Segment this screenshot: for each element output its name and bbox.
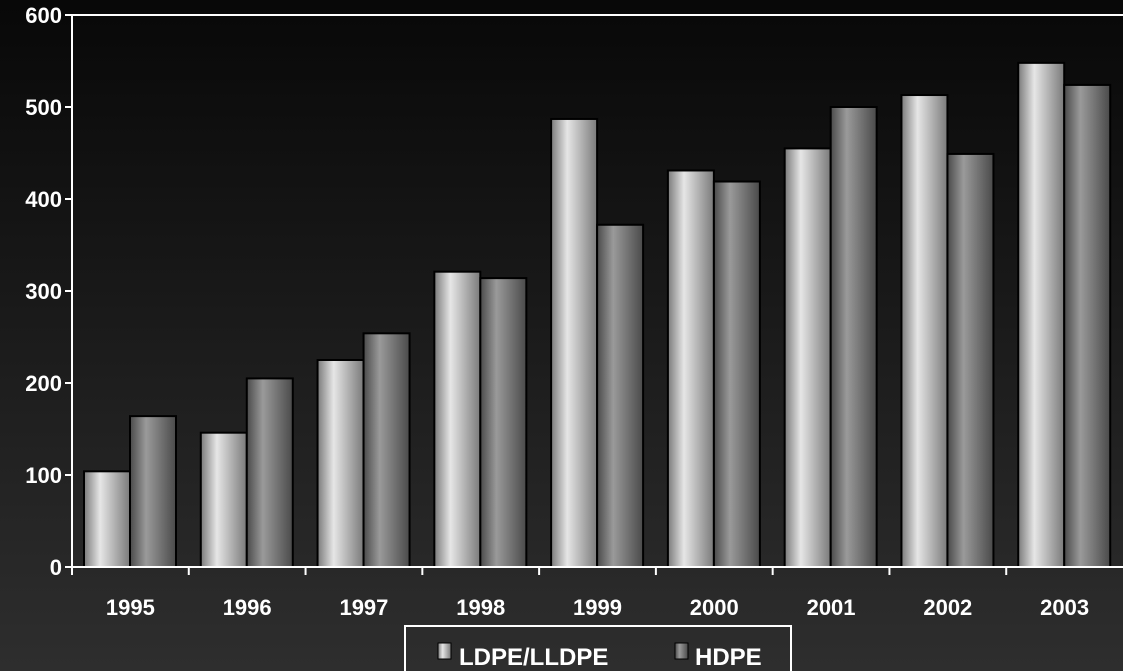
legend-label-ldpe: LDPE/LLDPE [459,644,608,671]
bar-hdpe-1996 [245,377,294,568]
y-tick-label-300: 300 [25,279,62,304]
y-tick-label-400: 400 [25,187,62,212]
y-tick-label-0: 0 [50,555,62,580]
x-tick-label-2002: 2002 [923,595,972,620]
x-tick-label-2003: 2003 [1040,595,1089,620]
legend: LDPE/LLDPE HDPE [404,625,792,671]
y-tick-label-600: 600 [25,3,62,28]
y-tick-label-500: 500 [25,95,62,120]
bar-ldpe-2000 [666,169,715,568]
bar-ldpe-2003 [1017,61,1066,569]
bars-group [83,61,1112,569]
x-tick-label-1997: 1997 [339,595,388,620]
x-tick-label-2000: 2000 [690,595,739,620]
x-tick-label-1995: 1995 [106,595,155,620]
bar-hdpe-2003 [1063,83,1112,568]
y-axis-ticks: 0 100 200 300 400 500 600 [25,3,72,580]
legend-label-hdpe: HDPE [695,644,762,671]
x-tick-label-1996: 1996 [223,595,272,620]
bar-hdpe-1995 [129,415,177,568]
bar-hdpe-1998 [479,277,528,568]
x-axis-ticks: 1995 1996 1997 1998 1999 2000 2001 2002 2003 [71,567,1089,620]
x-tick-label-2001: 2001 [807,595,856,620]
x-tick-label-1999: 1999 [573,595,622,620]
bar-hdpe-2000 [712,180,761,569]
bar-hdpe-1997 [362,332,411,568]
y-tick-label-200: 200 [25,371,62,396]
legend-swatch-ldpe [437,642,452,660]
y-tick-label-100: 100 [25,463,62,488]
legend-swatch-hdpe [674,642,689,660]
bar-hdpe-2002 [946,152,995,568]
bar-ldpe-2001 [783,147,832,568]
bar-ldpe-1999 [550,117,599,569]
bar-ldpe-1996 [199,431,248,568]
bar-hdpe-1999 [596,223,645,568]
bar-ldpe-1998 [433,270,482,568]
bar-ldpe-1995 [83,470,131,569]
x-tick-label-1998: 1998 [456,595,505,620]
bar-hdpe-2001 [829,106,878,568]
bar-ldpe-1997 [316,359,365,568]
bar-ldpe-2002 [900,94,949,568]
legend-box [404,625,792,671]
